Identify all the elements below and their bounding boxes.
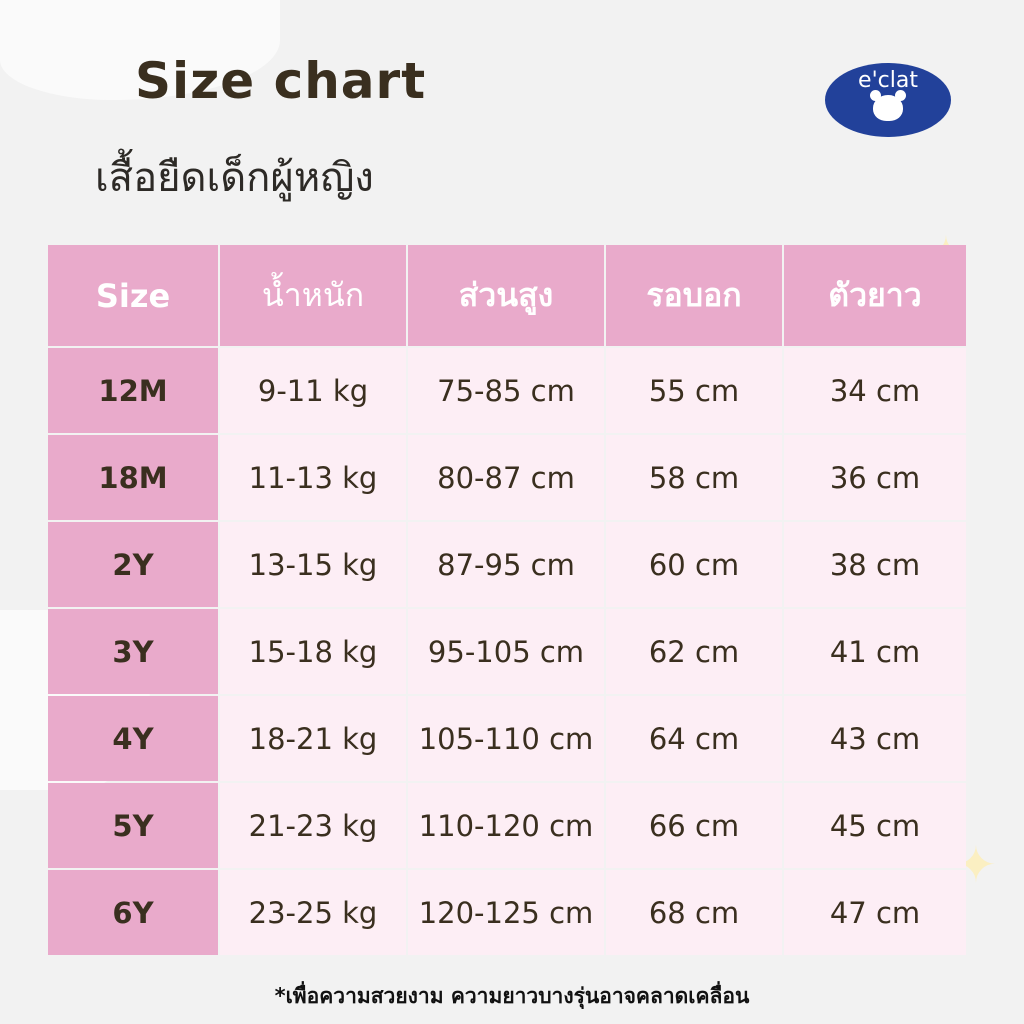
cell-height: 110-120 cm: [408, 783, 604, 868]
table-row: 3Y 15-18 kg 95-105 cm 62 cm 41 cm: [48, 609, 966, 694]
cell-height: 95-105 cm: [408, 609, 604, 694]
cell-size: 18M: [48, 435, 218, 520]
table-header-row: Size น้ำหนัก ส่วนสูง รอบอก ตัวยาว: [48, 245, 966, 346]
cell-height: 87-95 cm: [408, 522, 604, 607]
cell-weight: 21-23 kg: [220, 783, 406, 868]
cell-chest: 62 cm: [606, 609, 782, 694]
table-row: 12M 9-11 kg 75-85 cm 55 cm 34 cm: [48, 348, 966, 433]
cell-height: 80-87 cm: [408, 435, 604, 520]
cell-length: 47 cm: [784, 870, 966, 955]
size-table: Size น้ำหนัก ส่วนสูง รอบอก ตัวยาว 12M 9-1…: [46, 243, 968, 957]
header-size: Size: [48, 245, 218, 346]
cell-height: 120-125 cm: [408, 870, 604, 955]
table-row: 18M 11-13 kg 80-87 cm 58 cm 36 cm: [48, 435, 966, 520]
cell-size: 2Y: [48, 522, 218, 607]
page-title: Size chart: [135, 52, 427, 110]
cell-weight: 15-18 kg: [220, 609, 406, 694]
cell-height: 75-85 cm: [408, 348, 604, 433]
cell-chest: 58 cm: [606, 435, 782, 520]
cell-length: 36 cm: [784, 435, 966, 520]
header-height: ส่วนสูง: [408, 245, 604, 346]
cell-length: 41 cm: [784, 609, 966, 694]
cell-chest: 68 cm: [606, 870, 782, 955]
cell-size: 3Y: [48, 609, 218, 694]
cell-weight: 11-13 kg: [220, 435, 406, 520]
table-row: 2Y 13-15 kg 87-95 cm 60 cm 38 cm: [48, 522, 966, 607]
bear-icon: [870, 90, 906, 121]
cell-length: 43 cm: [784, 696, 966, 781]
footnote: *เพื่อความสวยงาม ความยาวบางรุ่นอาจคลาดเค…: [274, 984, 750, 1008]
logo-text: e'clat: [858, 68, 918, 93]
cell-chest: 66 cm: [606, 783, 782, 868]
cell-chest: 60 cm: [606, 522, 782, 607]
cell-chest: 55 cm: [606, 348, 782, 433]
brand-logo: e'clat: [825, 63, 951, 137]
cell-size: 4Y: [48, 696, 218, 781]
cell-size: 5Y: [48, 783, 218, 868]
cell-length: 34 cm: [784, 348, 966, 433]
cell-weight: 9-11 kg: [220, 348, 406, 433]
header-weight: น้ำหนัก: [220, 245, 406, 346]
cell-chest: 64 cm: [606, 696, 782, 781]
cell-weight: 23-25 kg: [220, 870, 406, 955]
header-chest: รอบอก: [606, 245, 782, 346]
cell-weight: 13-15 kg: [220, 522, 406, 607]
table-row: 6Y 23-25 kg 120-125 cm 68 cm 47 cm: [48, 870, 966, 955]
header-length: ตัวยาว: [784, 245, 966, 346]
table-row: 5Y 21-23 kg 110-120 cm 66 cm 45 cm: [48, 783, 966, 868]
cell-size: 6Y: [48, 870, 218, 955]
page-subtitle: เสื้อยืดเด็กผู้หญิง: [95, 155, 374, 201]
cell-size: 12M: [48, 348, 218, 433]
cell-length: 38 cm: [784, 522, 966, 607]
cell-weight: 18-21 kg: [220, 696, 406, 781]
table-row: 4Y 18-21 kg 105-110 cm 64 cm 43 cm: [48, 696, 966, 781]
cell-length: 45 cm: [784, 783, 966, 868]
cell-height: 105-110 cm: [408, 696, 604, 781]
